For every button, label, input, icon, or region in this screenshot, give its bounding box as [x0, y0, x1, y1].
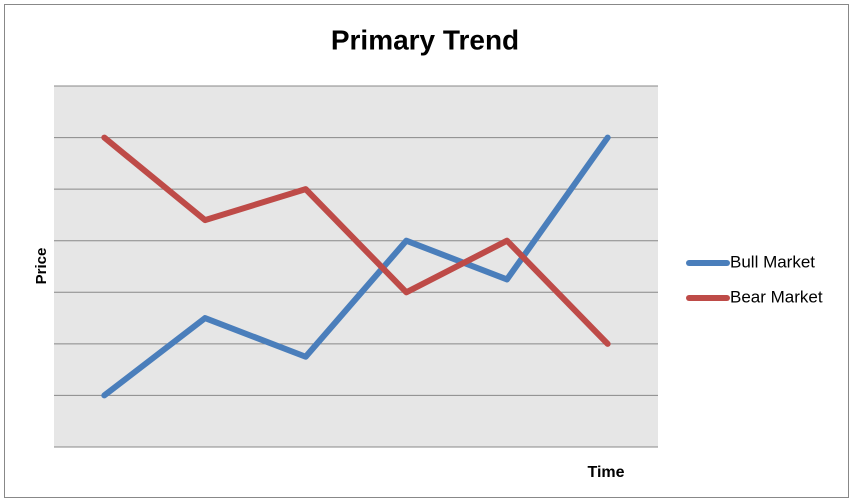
legend-label: Bull Market	[730, 252, 815, 271]
x-axis-label: Time	[587, 464, 624, 481]
data-line	[101, 134, 611, 347]
y-axis-label: Price	[33, 248, 50, 285]
legend-label: Bear Market	[730, 287, 823, 306]
chart-title: Primary Trend	[331, 24, 519, 55]
plot-area	[54, 86, 658, 447]
